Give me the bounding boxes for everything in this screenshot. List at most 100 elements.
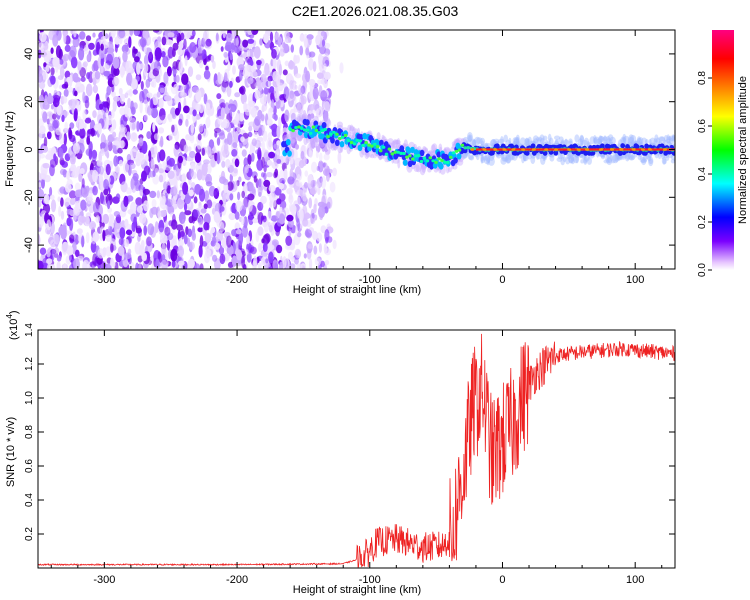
noise-cell xyxy=(52,234,61,245)
signal-halo-cell xyxy=(671,135,675,142)
noise-cell xyxy=(186,114,191,120)
noise-cell xyxy=(204,232,212,244)
noise-cell xyxy=(268,151,276,159)
signal-halo-cell xyxy=(657,153,662,160)
noise-cell xyxy=(105,234,112,242)
noise-cell xyxy=(318,243,322,253)
signal-halo-cell xyxy=(468,135,472,143)
noise-cell xyxy=(143,225,147,236)
noise-cell xyxy=(177,48,183,56)
signal-halo-cell xyxy=(641,156,647,166)
noise-cell xyxy=(234,131,239,144)
noise-cell xyxy=(320,90,328,102)
noise-cell xyxy=(191,86,199,93)
noise-cell xyxy=(99,103,104,110)
noise-cell xyxy=(62,95,68,104)
noise-cell xyxy=(194,185,200,192)
noise-cell xyxy=(203,221,209,231)
noise-cell xyxy=(268,185,276,193)
noise-cell xyxy=(123,195,129,208)
snr-scale-close: ) xyxy=(8,310,20,314)
noise-cell xyxy=(121,44,129,53)
noise-cell xyxy=(47,131,52,140)
noise-cell xyxy=(262,124,266,132)
noise-cell xyxy=(295,181,303,187)
noise-cell xyxy=(183,30,191,40)
noise-cell xyxy=(55,127,62,136)
signal-halo-cell xyxy=(603,159,611,164)
noise-cell xyxy=(205,105,211,116)
noise-cell xyxy=(289,108,296,119)
noise-cell xyxy=(300,150,305,160)
signal-peak-cell xyxy=(373,142,377,146)
signal-halo-cell xyxy=(482,155,488,161)
signal-max-cell xyxy=(470,148,475,151)
noise-cell xyxy=(92,253,97,267)
signal-halo-cell xyxy=(665,155,670,161)
noise-cell xyxy=(130,78,138,90)
noise-cell xyxy=(269,107,273,113)
noise-cell xyxy=(92,32,96,38)
noise-cell xyxy=(249,60,254,66)
noise-cell xyxy=(279,177,286,185)
noise-cell xyxy=(326,201,331,209)
noise-cell xyxy=(294,248,302,259)
noise-cell xyxy=(123,160,130,174)
noise-cell xyxy=(289,79,294,91)
signal-halo-cell xyxy=(566,154,572,160)
noise-cell xyxy=(297,196,301,206)
noise-cell xyxy=(329,181,336,193)
noise-cell xyxy=(141,170,147,182)
noise-cell xyxy=(78,47,85,61)
signal-max-cell xyxy=(619,148,624,151)
signal-halo-cell xyxy=(376,132,381,141)
noise-cell xyxy=(311,161,318,173)
noise-cell xyxy=(222,118,230,129)
noise-cell xyxy=(163,71,169,85)
noise-cell xyxy=(50,75,56,85)
noise-cell xyxy=(279,94,285,101)
noise-cell xyxy=(92,231,100,242)
noise-cell xyxy=(46,249,51,258)
noise-cell xyxy=(167,205,175,215)
noise-cell xyxy=(293,54,297,65)
noise-cell xyxy=(300,95,307,105)
signal-halo-cell xyxy=(311,136,317,144)
signal-halo-cell xyxy=(508,137,512,144)
noise-cell xyxy=(166,199,174,207)
colorbar-tick-label: 0.2 xyxy=(697,215,708,229)
signal-halo-cell xyxy=(554,139,559,145)
signal-halo-cell xyxy=(336,121,343,128)
noise-cell xyxy=(113,67,120,76)
signal-peak-cell xyxy=(317,131,322,135)
noise-cell xyxy=(46,258,53,265)
noise-cell xyxy=(88,190,93,202)
noise-cell xyxy=(187,66,194,77)
signal-halo-cell xyxy=(467,154,474,160)
signal-halo-cell xyxy=(637,136,641,143)
noise-cell xyxy=(287,176,295,185)
noise-cell xyxy=(60,210,65,220)
noise-cell xyxy=(92,77,97,86)
noise-cell xyxy=(318,53,323,66)
signal-halo-cell xyxy=(655,137,660,145)
signal-core-cell xyxy=(305,119,310,126)
signal-core-cell xyxy=(438,163,444,170)
noise-cell xyxy=(139,90,145,104)
signal-max-cell xyxy=(482,148,487,151)
noise-cell xyxy=(191,231,196,241)
noise-cell xyxy=(128,36,132,49)
noise-cell xyxy=(79,127,86,139)
noise-cell xyxy=(126,131,131,141)
noise-cell xyxy=(217,130,225,136)
noise-cell xyxy=(198,46,202,57)
noise-cell xyxy=(332,167,337,177)
noise-cell xyxy=(288,194,294,204)
signal-peak-cell xyxy=(387,147,392,151)
signal-halo-cell xyxy=(505,154,511,164)
noise-cell xyxy=(197,133,202,141)
noise-cell xyxy=(135,262,140,269)
noise-cell xyxy=(70,164,77,172)
noise-cell xyxy=(254,89,261,100)
noise-cell xyxy=(75,81,83,94)
